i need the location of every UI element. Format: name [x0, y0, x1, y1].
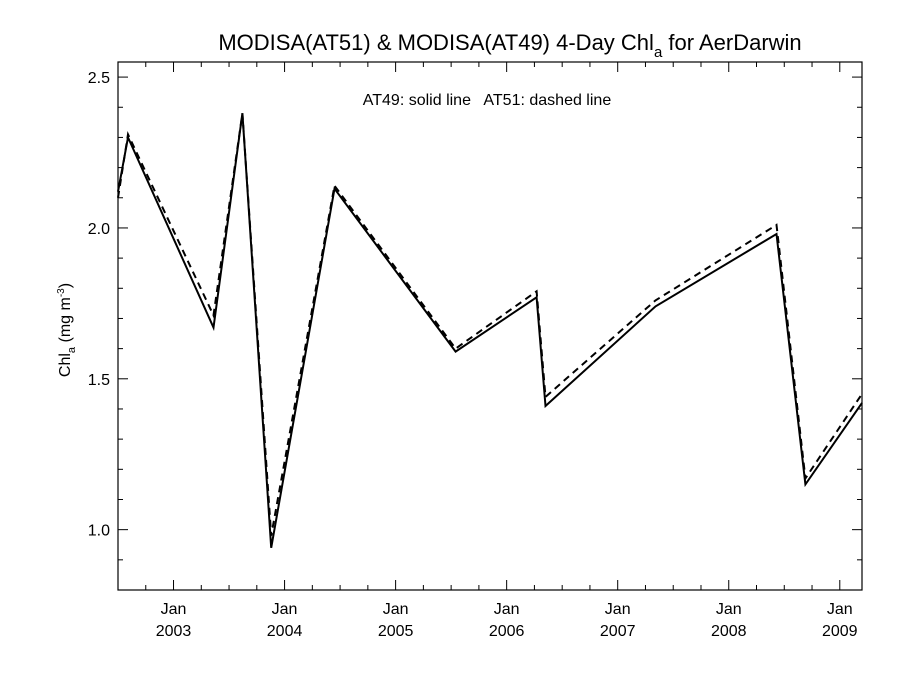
y-axis-label-subscript: a — [66, 346, 78, 353]
y-axis-label-middle: (mg m — [57, 297, 74, 347]
series-line-at51 — [117, 113, 863, 536]
series-lines — [117, 113, 863, 548]
x-tick-label-year: 2004 — [267, 623, 303, 640]
y-axis-label-suffix: ) — [57, 283, 74, 288]
x-tick-label-month: Jan — [161, 601, 187, 618]
y-axis-ticks: 1.0 1.5 2.0 2.5 — [88, 70, 862, 591]
x-tick-label-month: Jan — [494, 601, 520, 618]
x-tick-label-month: Jan — [605, 601, 631, 618]
y-axis-label: Chla (mg m-3) — [56, 283, 78, 377]
y-axis-label-prefix: Chl — [57, 353, 74, 377]
x-tick-label-year: 2006 — [489, 623, 525, 640]
x-axis-ticks: Jan 2003 Jan 2004 Jan 2005 Jan 2006 Jan 2007 Jan 20… — [117, 62, 858, 640]
x-tick-label-year: 2008 — [711, 623, 747, 640]
x-tick-label-month: Jan — [272, 601, 298, 618]
y-tick-label: 2.5 — [88, 70, 110, 87]
chart-title-subscript: a — [654, 44, 663, 61]
x-tick-label-year: 2009 — [822, 623, 858, 640]
x-tick-label-month: Jan — [716, 601, 742, 618]
chart-title: MODISA(AT51) & MODISA(AT49) 4-Day Chla f… — [218, 30, 801, 61]
x-tick-label-year: 2005 — [378, 623, 414, 640]
x-tick-label-year: 2007 — [600, 623, 636, 640]
y-axis-label-superscript: -3 — [56, 288, 67, 297]
chart-title-suffix: for AerDarwin — [662, 30, 801, 55]
x-tick-label-month: Jan — [827, 601, 853, 618]
x-tick-label-year: 2003 — [156, 623, 192, 640]
chart-title-prefix: MODISA(AT51) & MODISA(AT49) 4-Day Chl — [218, 30, 654, 55]
y-tick-label: 1.0 — [88, 523, 110, 540]
y-tick-label: 1.5 — [88, 372, 110, 389]
series-annotation: AT49: solid line AT51: dashed line — [363, 92, 612, 109]
series-line-at49 — [117, 113, 863, 548]
x-tick-label-month: Jan — [383, 601, 409, 618]
plot-frame — [117, 61, 863, 591]
y-tick-label: 2.0 — [88, 221, 110, 238]
